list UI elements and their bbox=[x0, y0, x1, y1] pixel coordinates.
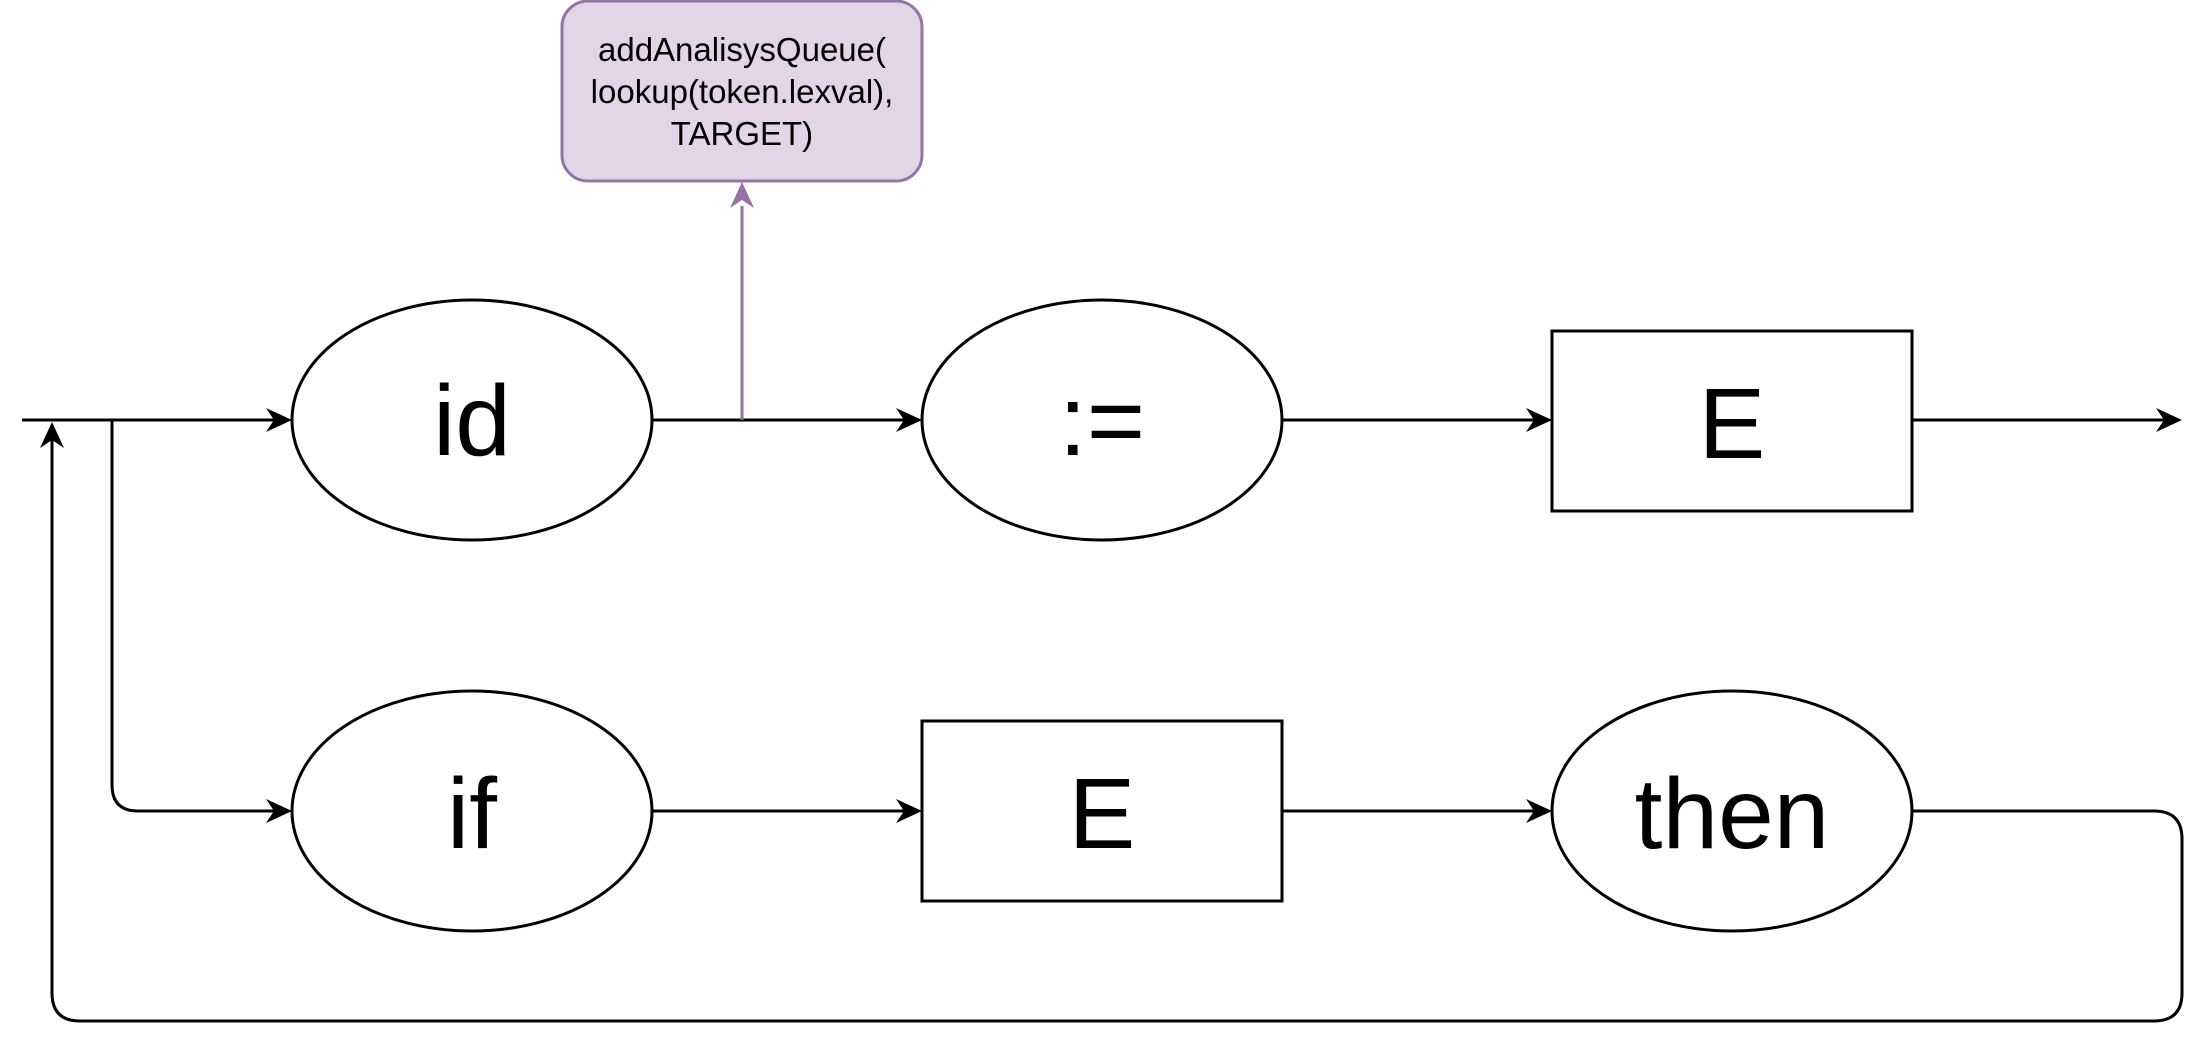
arrowhead-id bbox=[266, 408, 292, 432]
node-id-label: id bbox=[433, 365, 511, 477]
node-expr-top-label: E bbox=[1699, 368, 1766, 480]
action-line-1: addAnalisysQueue( bbox=[598, 31, 886, 68]
node-assign-label: := bbox=[1059, 365, 1145, 477]
node-if: if bbox=[290, 689, 654, 933]
arrowhead-action bbox=[730, 182, 754, 208]
arrowhead-loop-back bbox=[40, 422, 64, 448]
arrowhead-exit bbox=[2156, 408, 2182, 432]
arrowhead-expr-top bbox=[1526, 408, 1552, 432]
action-box: addAnalisysQueue( lookup(token.lexval), … bbox=[560, 0, 924, 183]
node-then: then bbox=[1550, 689, 1914, 933]
node-if-label: if bbox=[447, 758, 497, 870]
node-expr-top: E bbox=[1550, 329, 1914, 513]
node-expr-bottom: E bbox=[920, 719, 1284, 903]
arrowhead-if bbox=[266, 799, 292, 823]
arrowhead-then bbox=[1526, 799, 1552, 823]
action-line-2: lookup(token.lexval), bbox=[591, 73, 894, 110]
node-expr-bottom-label: E bbox=[1069, 758, 1136, 870]
node-id: id bbox=[290, 298, 654, 542]
action-line-3: TARGET) bbox=[671, 115, 813, 152]
node-then-label: then bbox=[1635, 758, 1830, 870]
edge-branch-to-if bbox=[110, 420, 274, 813]
edge-loop-back bbox=[50, 440, 2184, 1023]
arrowhead-assign bbox=[896, 408, 922, 432]
node-assign: := bbox=[920, 298, 1284, 542]
arrowhead-expr-bottom bbox=[896, 799, 922, 823]
